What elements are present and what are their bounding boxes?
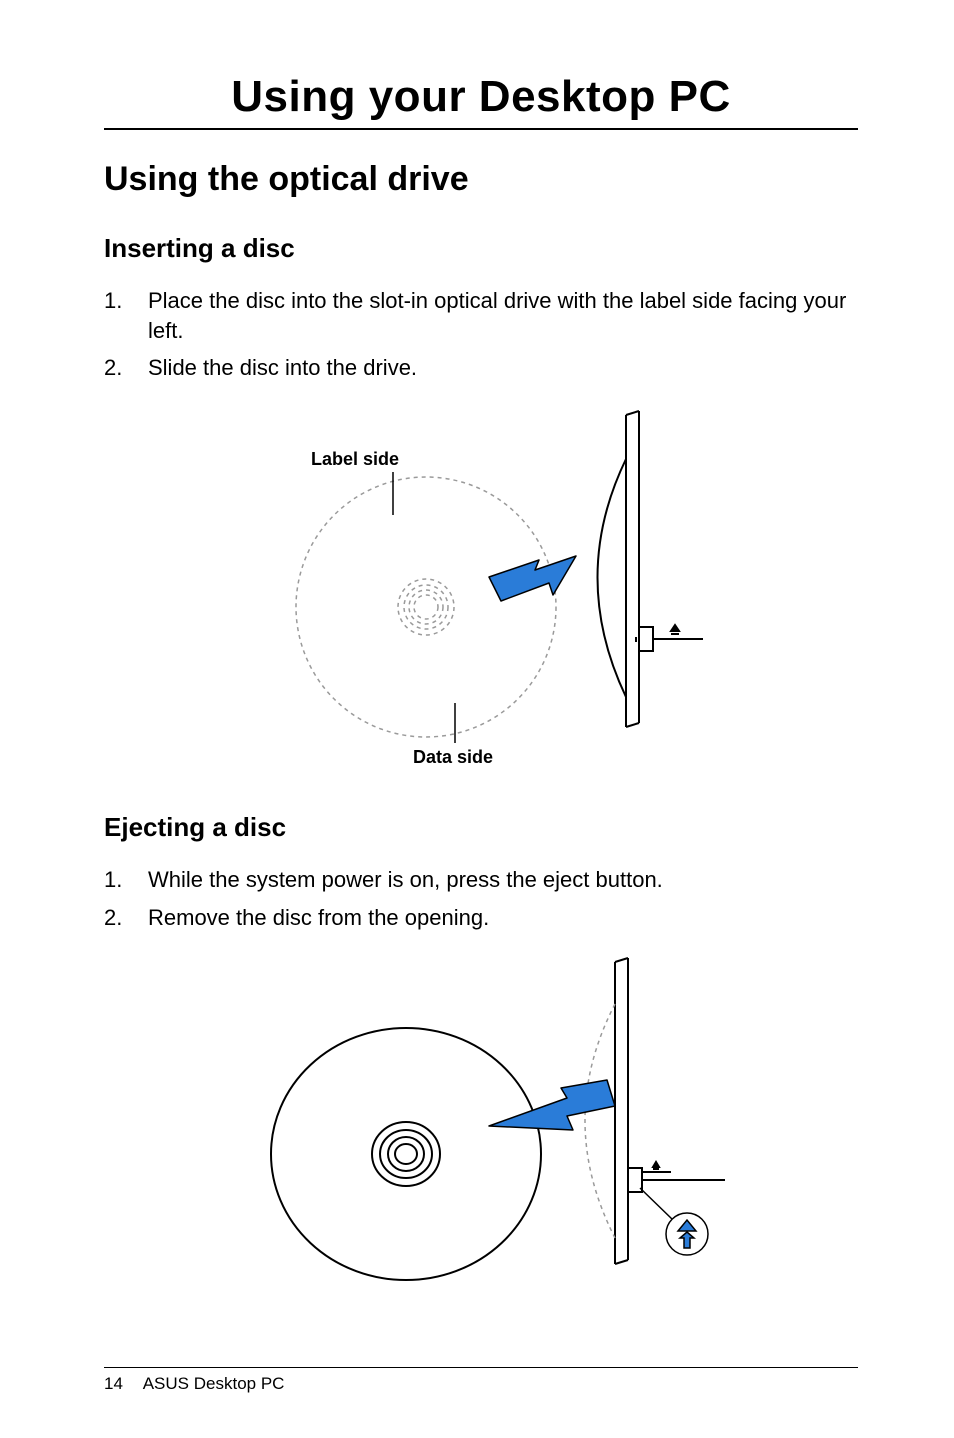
chapter-title: Using your Desktop PC	[104, 72, 858, 130]
step-text: Place the disc into the slot-in optical …	[148, 286, 858, 345]
step-text: Remove the disc from the opening.	[148, 903, 489, 933]
eject-disc-svg	[221, 956, 741, 1296]
ejecting-steps: 1. While the system power is on, press t…	[104, 865, 858, 932]
page-footer: 14 ASUS Desktop PC	[104, 1367, 858, 1394]
step-number: 1.	[104, 286, 148, 345]
list-item: 2. Remove the disc from the opening.	[104, 903, 858, 933]
inserting-heading: Inserting a disc	[104, 233, 858, 264]
list-item: 1. While the system power is on, press t…	[104, 865, 858, 895]
step-number: 1.	[104, 865, 148, 895]
ejecting-diagram	[104, 956, 858, 1301]
inserting-steps: 1. Place the disc into the slot-in optic…	[104, 286, 858, 383]
step-number: 2.	[104, 353, 148, 383]
data-side-text: Data side	[413, 747, 493, 767]
page-number: 14	[104, 1374, 123, 1393]
step-number: 2.	[104, 903, 148, 933]
step-text: While the system power is on, press the …	[148, 865, 663, 895]
ejecting-heading: Ejecting a disc	[104, 812, 858, 843]
list-item: 1. Place the disc into the slot-in optic…	[104, 286, 858, 345]
footer-doc-title: ASUS Desktop PC	[143, 1374, 285, 1393]
list-item: 2. Slide the disc into the drive.	[104, 353, 858, 383]
inserting-diagram: Label side Data side	[104, 407, 858, 772]
insert-disc-svg: Label side Data side	[231, 407, 731, 767]
label-side-text: Label side	[311, 449, 399, 469]
section-title: Using the optical drive	[104, 160, 858, 199]
step-text: Slide the disc into the drive.	[148, 353, 417, 383]
